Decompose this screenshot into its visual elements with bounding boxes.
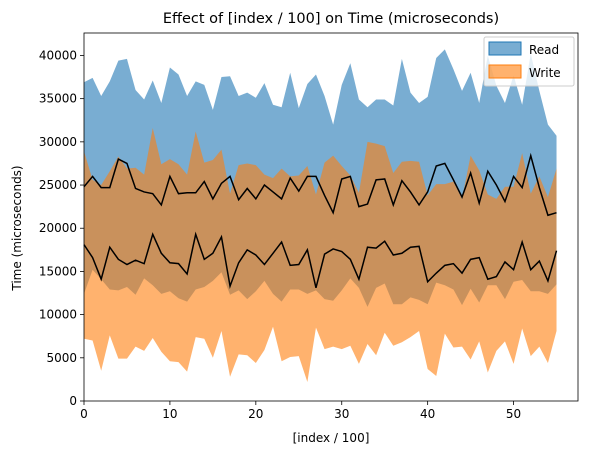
y-tick-label: 25000 (39, 178, 77, 192)
y-axis-label: Time (microseconds) (10, 165, 24, 291)
legend: Read Write (483, 36, 575, 87)
x-axis-label: [index / 100] (293, 431, 370, 445)
x-tick-label: 0 (80, 407, 88, 421)
chart-title: Effect of [index / 100] on Time (microse… (163, 11, 499, 27)
y-tick-label: 30000 (39, 135, 77, 149)
x-tick-label: 40 (420, 407, 435, 421)
x-axis: 0 10 20 30 40 50 (80, 401, 521, 421)
y-tick-label: 15000 (39, 264, 77, 278)
legend-swatch-write (488, 64, 522, 79)
y-tick-label: 35000 (39, 92, 77, 106)
y-tick-label: 20000 (39, 221, 77, 235)
x-tick-label: 20 (248, 407, 263, 421)
y-tick-label: 40000 (39, 48, 77, 62)
plot-area (83, 49, 558, 382)
y-axis: 0 5000 10000 15000 20000 25000 30000 35000 40000 (39, 48, 84, 408)
legend-label-write: Write (529, 66, 561, 80)
y-tick-label: 0 (69, 394, 77, 408)
legend-label-read: Read (529, 43, 559, 57)
x-tick-label: 50 (506, 407, 521, 421)
x-tick-label: 30 (334, 407, 349, 421)
y-tick-label: 10000 (39, 308, 77, 322)
read-mean-line (83, 152, 557, 217)
write-band (84, 128, 557, 382)
x-tick-label: 10 (162, 407, 177, 421)
plot-frame (83, 32, 579, 402)
y-tick-label: 5000 (46, 351, 77, 365)
legend-swatch-read (488, 41, 522, 56)
write-mean-line (83, 231, 558, 289)
